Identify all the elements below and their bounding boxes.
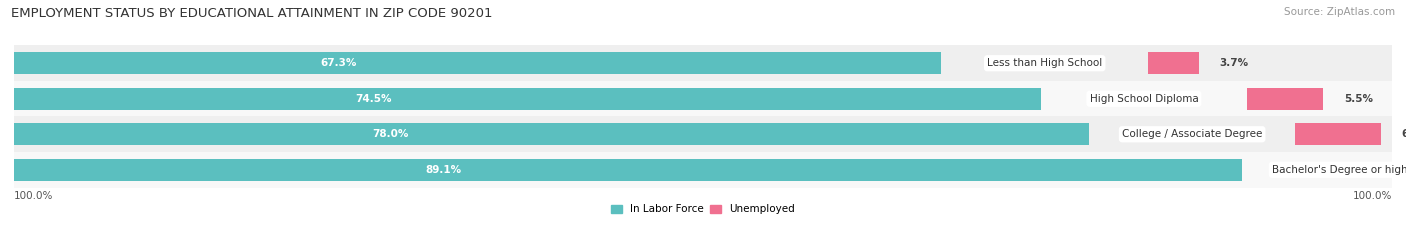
Text: 74.5%: 74.5%	[356, 94, 392, 104]
Text: High School Diploma: High School Diploma	[1090, 94, 1198, 104]
Bar	[14, 45, 1392, 81]
Text: Source: ZipAtlas.com: Source: ZipAtlas.com	[1284, 7, 1395, 17]
Bar	[1149, 52, 1199, 74]
Text: 100.0%: 100.0%	[1353, 191, 1392, 201]
Bar	[14, 152, 1392, 188]
Bar	[1247, 88, 1323, 110]
Text: 5.5%: 5.5%	[1344, 94, 1372, 104]
Bar	[14, 52, 942, 74]
Legend: In Labor Force, Unemployed: In Labor Force, Unemployed	[607, 200, 799, 219]
Text: Bachelor's Degree or higher: Bachelor's Degree or higher	[1272, 165, 1406, 175]
Text: EMPLOYMENT STATUS BY EDUCATIONAL ATTAINMENT IN ZIP CODE 90201: EMPLOYMENT STATUS BY EDUCATIONAL ATTAINM…	[11, 7, 492, 20]
Text: 67.3%: 67.3%	[321, 58, 357, 68]
Text: 78.0%: 78.0%	[373, 129, 408, 139]
Bar	[14, 123, 1088, 145]
Text: 6.2%: 6.2%	[1402, 129, 1406, 139]
Text: College / Associate Degree: College / Associate Degree	[1122, 129, 1263, 139]
Text: 3.7%: 3.7%	[1220, 58, 1249, 68]
Text: Less than High School: Less than High School	[987, 58, 1102, 68]
Bar	[14, 116, 1392, 152]
Bar	[14, 88, 1040, 110]
Text: 100.0%: 100.0%	[14, 191, 53, 201]
Text: 89.1%: 89.1%	[426, 165, 461, 175]
Bar	[14, 159, 1241, 181]
Bar	[1295, 123, 1381, 145]
Bar	[14, 81, 1392, 116]
